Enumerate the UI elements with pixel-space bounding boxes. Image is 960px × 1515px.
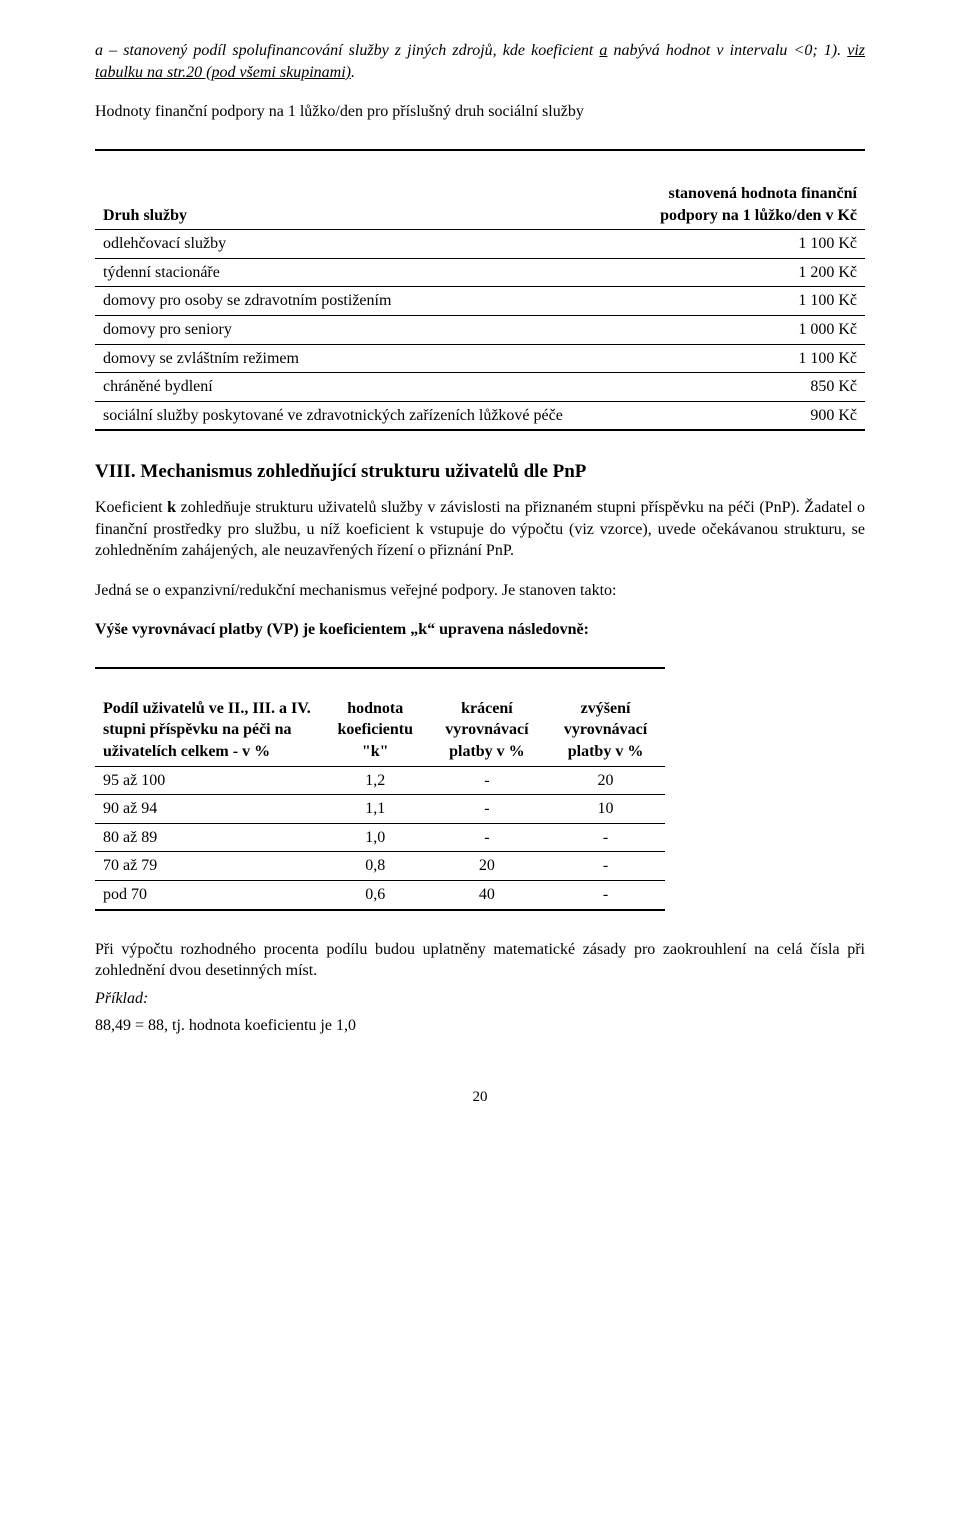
cell: 1,1 bbox=[323, 795, 428, 824]
table-row: domovy pro osoby se zdravotním postižení… bbox=[95, 287, 865, 316]
cell: 20 bbox=[546, 766, 665, 795]
intro-text-post: . bbox=[351, 64, 355, 81]
t2-h2: krácení vyrovnávací platby v % bbox=[428, 668, 547, 766]
cell: 10 bbox=[546, 795, 665, 824]
table-row: sociální služby poskytované ve zdravotni… bbox=[95, 401, 865, 430]
coefficient-k-table: Podíl uživatelů ve II., III. a IV. stupn… bbox=[95, 667, 665, 910]
section8-p1: Koeficient k zohledňuje strukturu uživat… bbox=[95, 497, 865, 562]
cell: 80 až 89 bbox=[95, 823, 323, 852]
coefficient-k-bold: k bbox=[167, 499, 176, 516]
cell: 40 bbox=[428, 880, 547, 909]
cell-label: týdenní stacionáře bbox=[95, 258, 619, 287]
cell: 0,6 bbox=[323, 880, 428, 909]
cell-label: odlehčovací služby bbox=[95, 230, 619, 259]
table-row: domovy pro seniory 1 000 Kč bbox=[95, 316, 865, 345]
table-row: 70 až 79 0,8 20 - bbox=[95, 852, 665, 881]
cell: pod 70 bbox=[95, 880, 323, 909]
section8-p3: Výše vyrovnávací platby (VP) je koeficie… bbox=[95, 619, 865, 641]
p1-pre: Koeficient bbox=[95, 499, 167, 516]
cell-value: 1 100 Kč bbox=[619, 287, 865, 316]
cell-value: 1 000 Kč bbox=[619, 316, 865, 345]
cell: 90 až 94 bbox=[95, 795, 323, 824]
table1-caption: Hodnoty finanční podpory na 1 lůžko/den … bbox=[95, 101, 865, 123]
service-rates-table: Druh služby stanovená hodnota finanční p… bbox=[95, 149, 865, 432]
table-header-row: Druh služby stanovená hodnota finanční p… bbox=[95, 150, 865, 230]
cell: 1,2 bbox=[323, 766, 428, 795]
table-row: 80 až 89 1,0 - - bbox=[95, 823, 665, 852]
cell-label: domovy pro seniory bbox=[95, 316, 619, 345]
cell-label: domovy se zvláštním režimem bbox=[95, 344, 619, 373]
cell-value: 900 Kč bbox=[619, 401, 865, 430]
cell: 0,8 bbox=[323, 852, 428, 881]
cell-label: domovy pro osoby se zdravotním postižení… bbox=[95, 287, 619, 316]
cell: 20 bbox=[428, 852, 547, 881]
cell: - bbox=[546, 823, 665, 852]
table-row: týdenní stacionáře 1 200 Kč bbox=[95, 258, 865, 287]
closing-p1: Při výpočtu rozhodného procenta podílu b… bbox=[95, 939, 865, 982]
cell: 95 až 100 bbox=[95, 766, 323, 795]
cell: - bbox=[428, 795, 547, 824]
cell: - bbox=[428, 823, 547, 852]
example-label: Příklad: bbox=[95, 988, 865, 1010]
section-8-title: VIII. Mechanismus zohledňující strukturu… bbox=[95, 459, 865, 485]
example-line: 88,49 = 88, tj. hodnota koeficientu je 1… bbox=[95, 1015, 865, 1037]
cell: - bbox=[546, 880, 665, 909]
cell-label: chráněné bydlení bbox=[95, 373, 619, 402]
intro-text-pre: a – stanovený podíl spolufinancování slu… bbox=[95, 42, 599, 59]
intro-text-mid: nabývá hodnot v intervalu <0; 1). bbox=[607, 42, 847, 59]
section8-p3-bold: Výše vyrovnávací platby (VP) je koeficie… bbox=[95, 621, 589, 638]
cell-value: 1 200 Kč bbox=[619, 258, 865, 287]
table1-head-right: stanovená hodnota finanční podpory na 1 … bbox=[619, 150, 865, 230]
cell-value: 1 100 Kč bbox=[619, 344, 865, 373]
t2-h3: zvýšení vyrovnávací platby v % bbox=[546, 668, 665, 766]
table-row: 95 až 100 1,2 - 20 bbox=[95, 766, 665, 795]
p1-post: zohledňuje strukturu uživatelů služby v … bbox=[95, 499, 865, 559]
table-row: pod 70 0,6 40 - bbox=[95, 880, 665, 909]
table-row: odlehčovací služby 1 100 Kč bbox=[95, 230, 865, 259]
cell-label: sociální služby poskytované ve zdravotni… bbox=[95, 401, 619, 430]
page-number: 20 bbox=[95, 1087, 865, 1107]
cell: - bbox=[428, 766, 547, 795]
intro-paragraph-1: a – stanovený podíl spolufinancování slu… bbox=[95, 40, 865, 83]
table-row: chráněné bydlení 850 Kč bbox=[95, 373, 865, 402]
table-header-row: Podíl uživatelů ve II., III. a IV. stupn… bbox=[95, 668, 665, 766]
cell: 1,0 bbox=[323, 823, 428, 852]
table-row: domovy se zvláštním režimem 1 100 Kč bbox=[95, 344, 865, 373]
cell: 70 až 79 bbox=[95, 852, 323, 881]
table1-head-left: Druh služby bbox=[95, 150, 619, 230]
t2-h0: Podíl uživatelů ve II., III. a IV. stupn… bbox=[95, 668, 323, 766]
cell-value: 1 100 Kč bbox=[619, 230, 865, 259]
cell-value: 850 Kč bbox=[619, 373, 865, 402]
section8-p2: Jedná se o expanzivní/redukční mechanism… bbox=[95, 580, 865, 602]
cell: - bbox=[546, 852, 665, 881]
t2-h1: hodnota koeficientu "k" bbox=[323, 668, 428, 766]
table-row: 90 až 94 1,1 - 10 bbox=[95, 795, 665, 824]
